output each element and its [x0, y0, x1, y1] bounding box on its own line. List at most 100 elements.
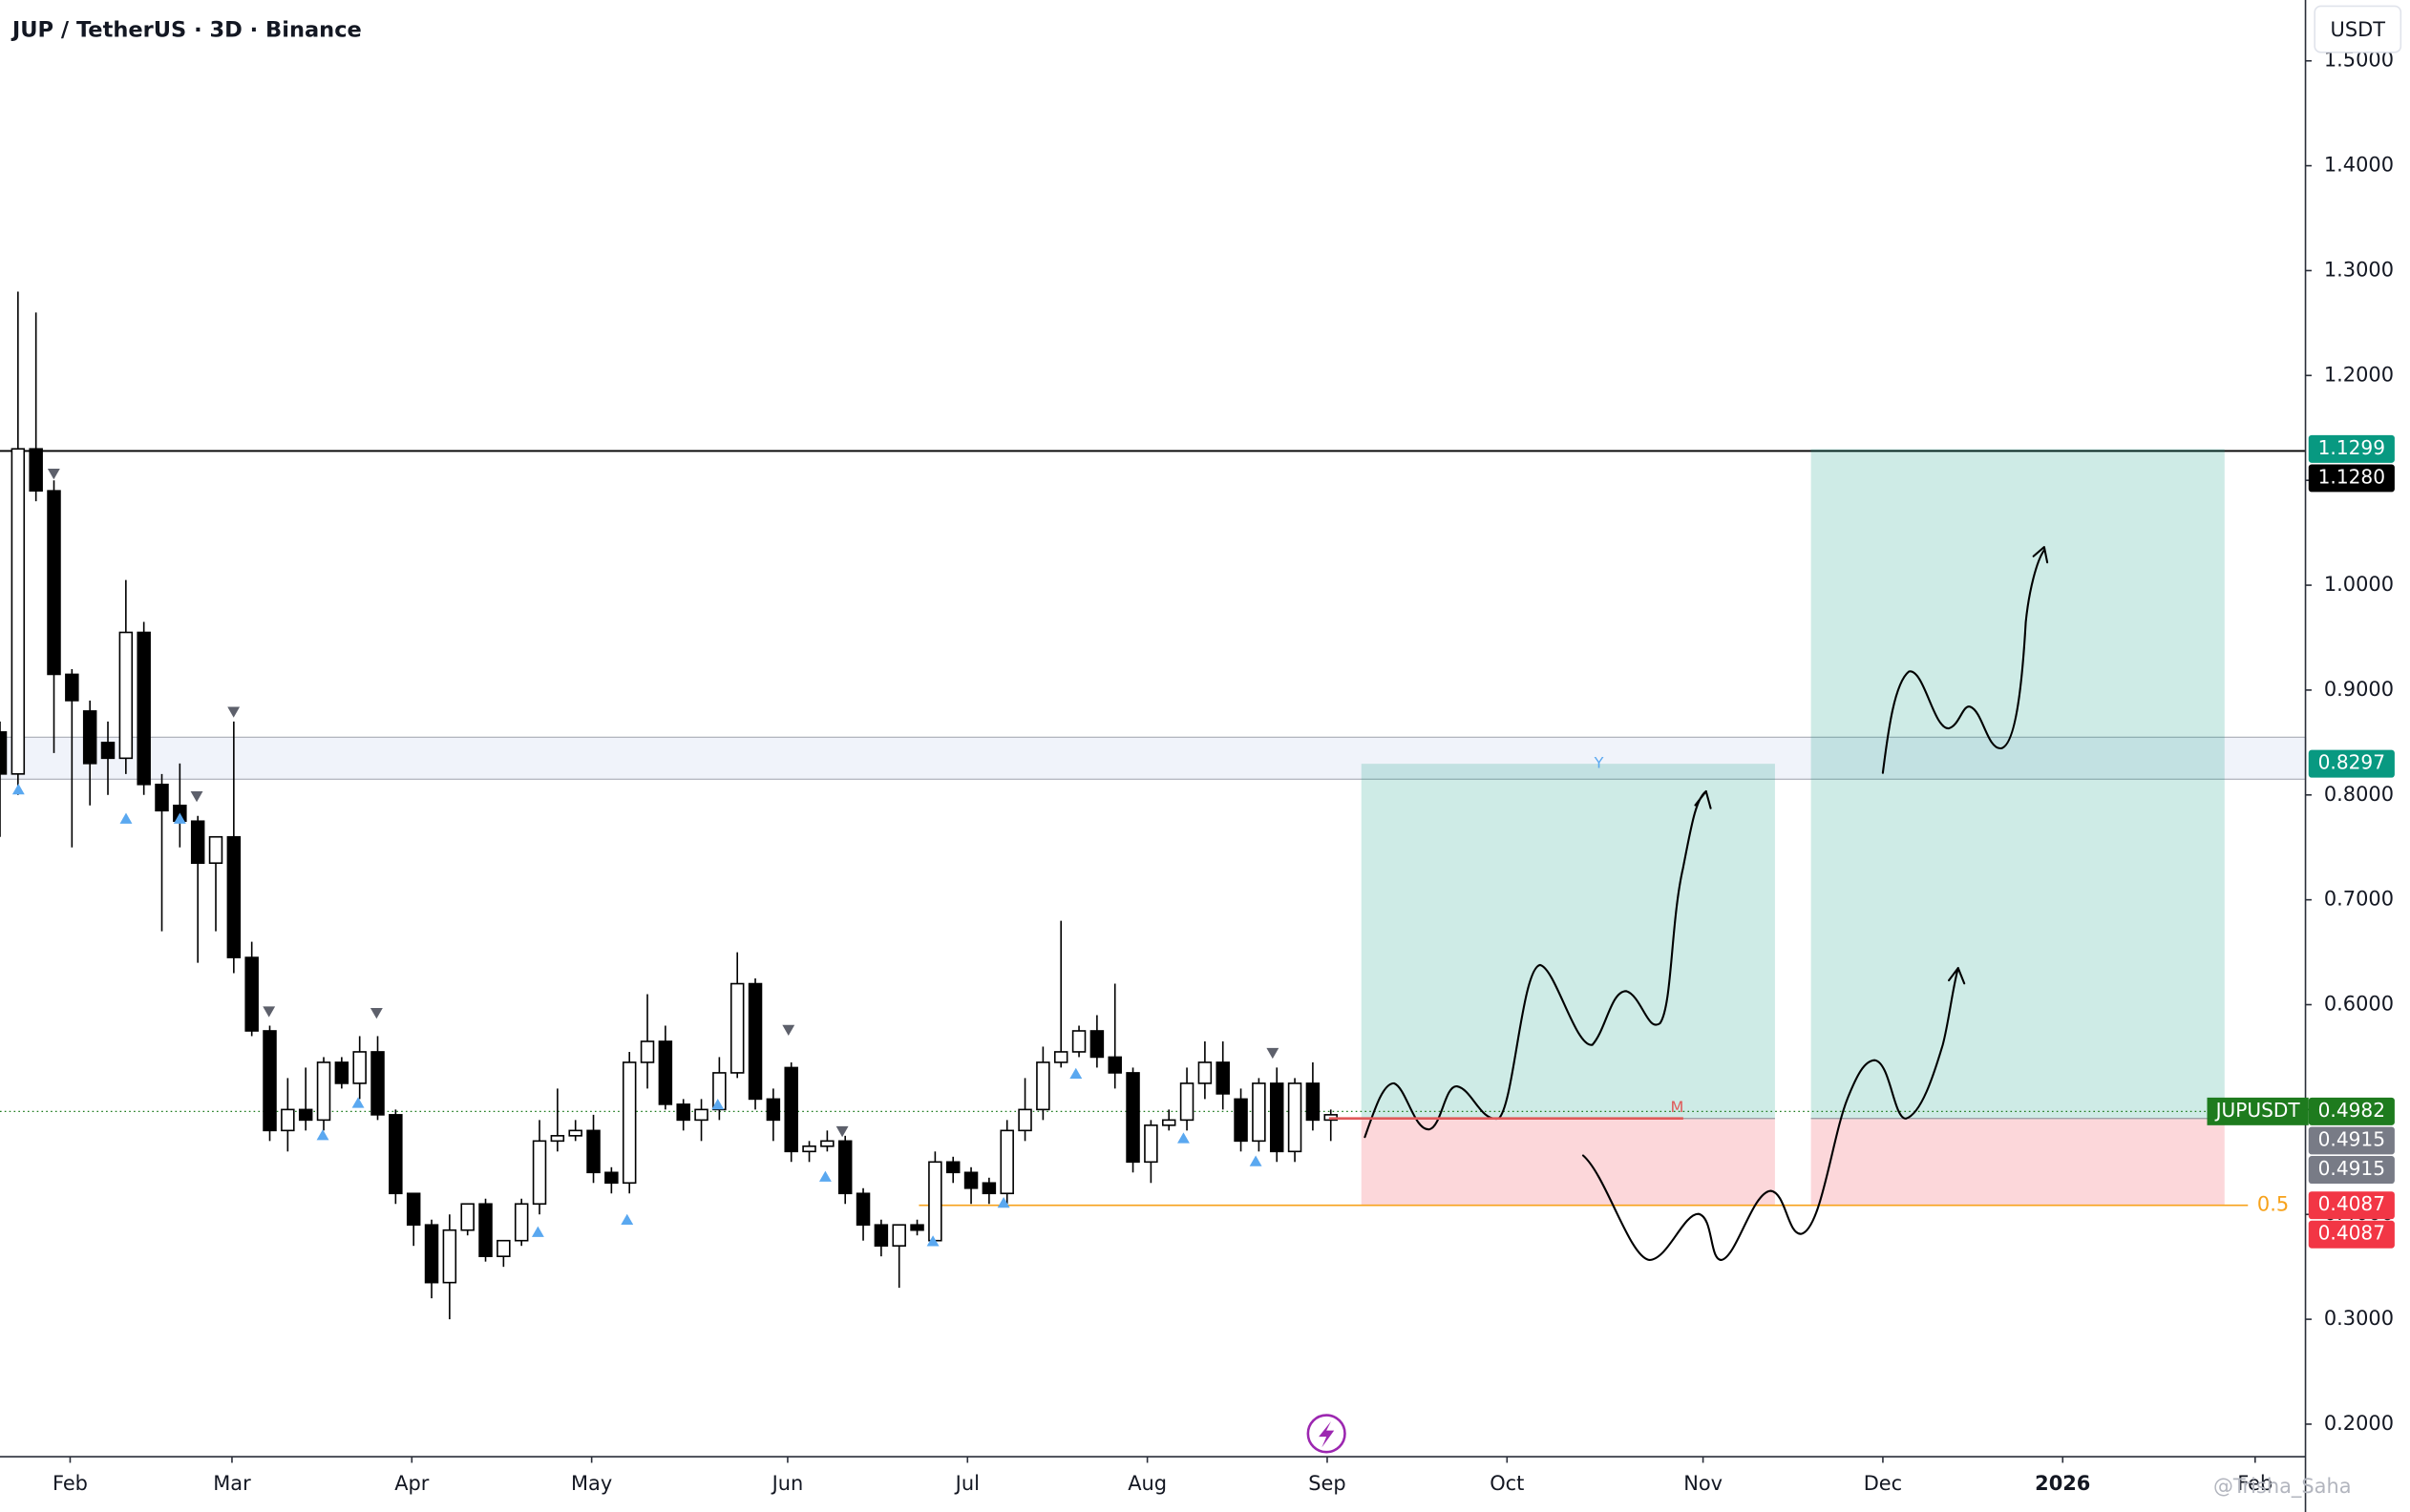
y-tick-label: 0.9000	[2324, 678, 2394, 701]
price-label-box	[2308, 1126, 2395, 1155]
candle-body	[370, 1051, 385, 1116]
x-tick-label: Mar	[213, 1472, 251, 1495]
y-tick-label: 0.7000	[2324, 888, 2394, 911]
replay-icon[interactable]	[1306, 1414, 1346, 1454]
x-tick-label: Jul	[954, 1472, 980, 1495]
candle-body	[604, 1171, 619, 1185]
price-label-box	[2308, 1156, 2395, 1185]
x-tick-label: Dec	[1864, 1472, 1902, 1495]
y-tick-label: 0.6000	[2324, 993, 2394, 1016]
candle-body	[622, 1061, 637, 1185]
symbol-label: JUPUSDT	[2214, 1099, 2301, 1122]
candle-body	[263, 1030, 277, 1132]
pivot-low-markers	[11, 783, 1262, 1247]
candle-body	[568, 1129, 582, 1137]
candle-body	[676, 1103, 690, 1122]
candle-body	[497, 1239, 511, 1257]
candle-body	[442, 1228, 457, 1284]
candle-body	[244, 956, 259, 1032]
y-tick-label: 1.3000	[2324, 258, 2394, 281]
watermark: @Trisha_Saha	[2213, 1475, 2352, 1498]
candle-body	[82, 710, 97, 765]
candle-body	[208, 835, 223, 865]
candle-body	[784, 1066, 798, 1153]
price-label: 0.8297	[2318, 751, 2385, 774]
candle-body	[532, 1140, 547, 1206]
y-tick-label: 0.3000	[2324, 1307, 2394, 1330]
target-box	[1361, 764, 1775, 1119]
price-label-box	[2308, 1097, 2395, 1125]
candle-body	[118, 631, 134, 760]
candle-body	[406, 1192, 421, 1227]
candle-body	[100, 742, 116, 760]
candle-body	[155, 783, 169, 812]
candle-body	[1053, 1051, 1068, 1063]
candle-body	[1287, 1082, 1302, 1153]
candle-body	[550, 1135, 565, 1143]
x-tick-label: May	[571, 1472, 612, 1495]
candle-body	[137, 631, 151, 786]
x-tick-label: Nov	[1683, 1472, 1723, 1495]
candle-body	[963, 1171, 979, 1189]
price-label: 0.4915	[2318, 1127, 2385, 1150]
candle-body	[190, 820, 205, 865]
position-tag: Y	[1594, 754, 1604, 772]
fib-label: 0.5	[2257, 1193, 2289, 1216]
pivot-high-markers	[47, 468, 1279, 1138]
candle-body	[874, 1224, 889, 1248]
y-tick-label: 0.2000	[2324, 1412, 2394, 1435]
price-label-box	[2308, 464, 2395, 493]
x-tick-label: Sep	[1308, 1472, 1345, 1495]
candle-body	[1036, 1061, 1050, 1111]
price-label: 0.4087	[2318, 1192, 2385, 1215]
candle-body	[856, 1192, 871, 1227]
candle-body	[281, 1108, 295, 1132]
candle-body	[1108, 1056, 1122, 1074]
x-tick-label: Feb	[2237, 1472, 2273, 1495]
sr-zone	[0, 736, 2307, 780]
currency: USDT	[2331, 18, 2386, 41]
candle-body	[1197, 1061, 1213, 1084]
x-tick-label: Jun	[771, 1472, 804, 1495]
candle-body	[1216, 1061, 1230, 1095]
candle-body	[892, 1224, 906, 1248]
candle-body	[1018, 1108, 1032, 1132]
candle-body	[1089, 1030, 1105, 1059]
price-label: 1.1280	[2318, 465, 2385, 488]
candle-body	[1269, 1082, 1284, 1153]
x-tick-label: Feb	[53, 1472, 88, 1495]
candle-body	[712, 1072, 727, 1111]
price-label: 1.1299	[2318, 436, 2385, 459]
candle-body	[424, 1224, 439, 1284]
price-label: 0.4915	[2318, 1157, 2385, 1180]
y-tick-label: 1.0000	[2324, 573, 2394, 596]
candle-body	[65, 673, 79, 702]
y-tick-label: 1.2000	[2324, 363, 2394, 386]
candle-body	[837, 1140, 853, 1195]
candle-body	[334, 1061, 349, 1084]
candle-body	[802, 1145, 816, 1153]
currency-box[interactable]	[2314, 5, 2402, 53]
candle-body	[694, 1108, 708, 1122]
candle-body	[478, 1203, 493, 1257]
y-tick-label: 1.4000	[2324, 154, 2394, 177]
entry-tag: M	[1671, 1098, 1684, 1116]
candle-body	[1144, 1124, 1158, 1164]
candle-body	[514, 1203, 529, 1242]
candle-body	[982, 1182, 997, 1195]
candle-body	[11, 448, 26, 775]
target-box	[1810, 449, 2225, 1119]
x-tick-label: Aug	[1128, 1472, 1167, 1495]
candle-body	[1000, 1129, 1014, 1195]
projection-drawings	[1364, 546, 2049, 1262]
candle-body	[389, 1114, 403, 1195]
candle-body	[1252, 1082, 1266, 1143]
candle-body	[910, 1224, 924, 1231]
stop-box	[1361, 1118, 1775, 1206]
symbol-box	[2207, 1097, 2309, 1125]
candle-body	[1071, 1030, 1087, 1053]
candle-body	[1305, 1082, 1321, 1122]
candle-body	[766, 1098, 781, 1122]
price-label-box	[2308, 434, 2395, 463]
stop-box	[1810, 1118, 2225, 1206]
